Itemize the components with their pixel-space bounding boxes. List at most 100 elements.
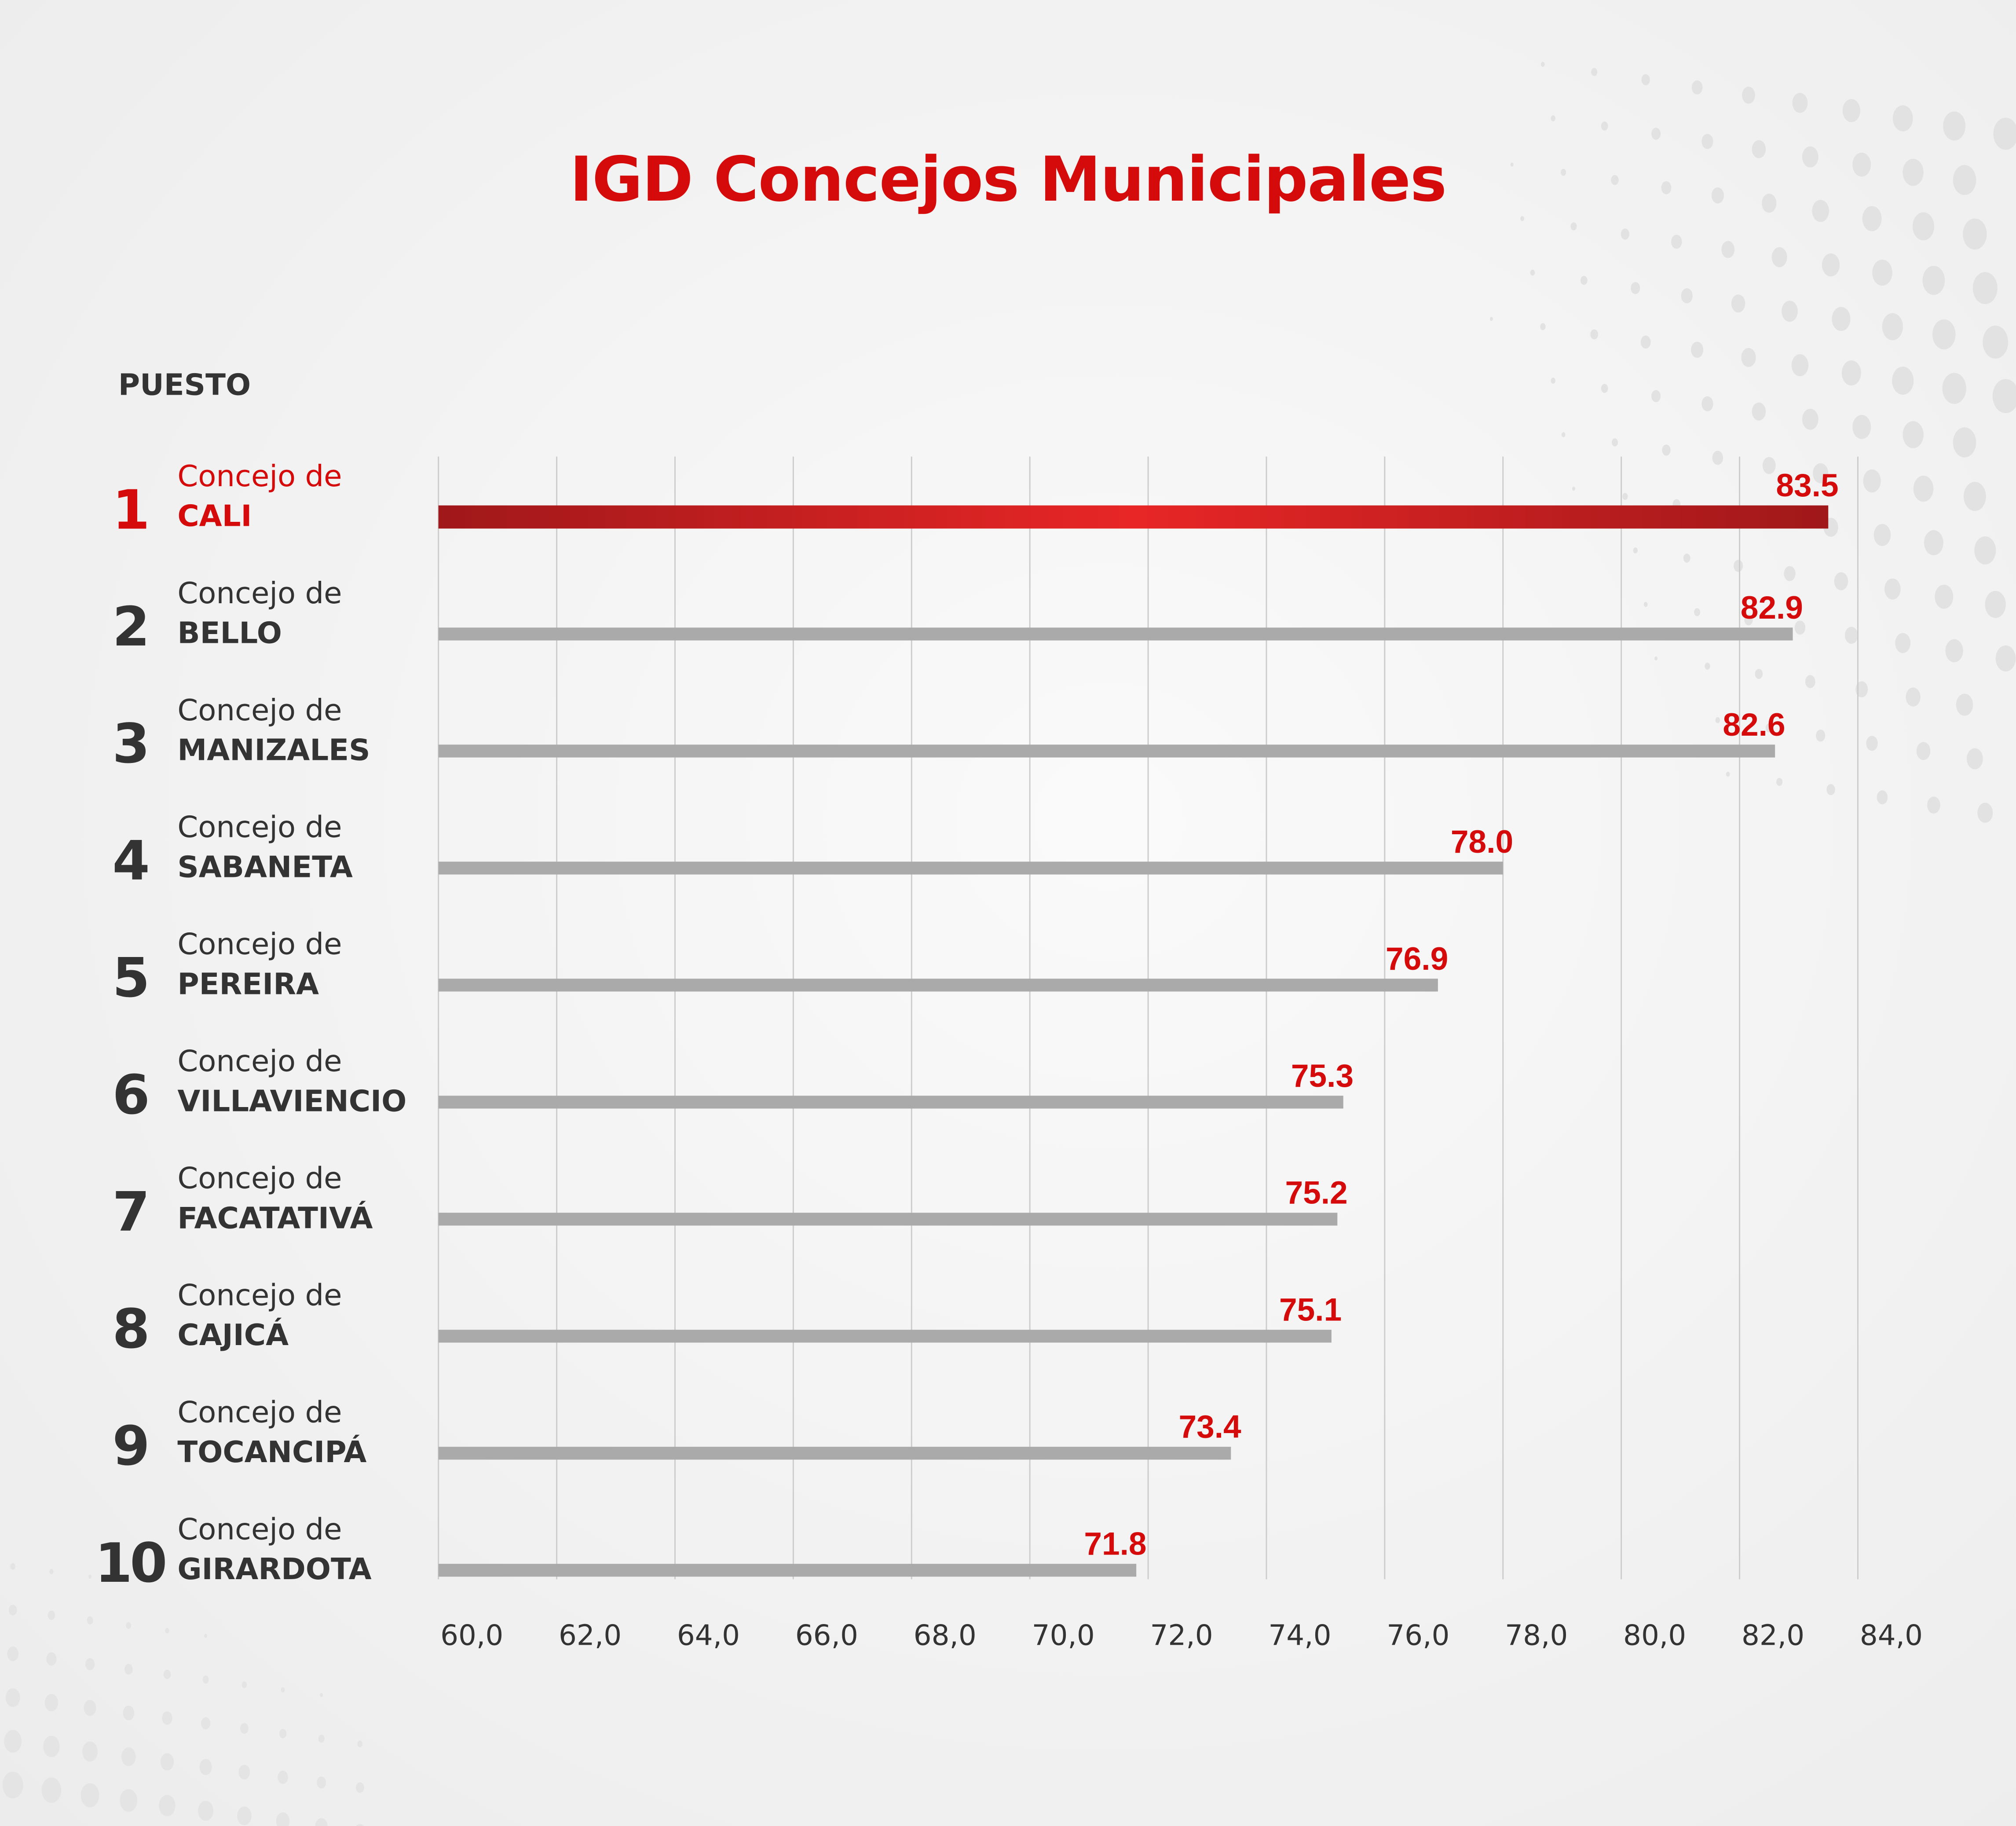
background-dot [1892, 105, 1913, 132]
category-prefix: Concejo de [177, 928, 342, 962]
background-dot [317, 1776, 326, 1789]
background-dot [1792, 93, 1808, 113]
background-dot [1884, 578, 1901, 600]
bar-villaviencio [438, 1096, 1343, 1109]
background-dot [1913, 476, 1934, 502]
background-dot [1631, 282, 1640, 294]
background-dot [241, 1681, 247, 1688]
background-dot [238, 1764, 250, 1780]
x-tick-label: 66,0 [795, 1619, 858, 1652]
background-dot [1842, 99, 1860, 122]
background-dot [1540, 62, 1545, 67]
background-dot [159, 1795, 176, 1816]
background-dot [1640, 335, 1651, 349]
category-name: CALI [177, 500, 252, 534]
background-dot [1561, 432, 1566, 437]
background-dot [1903, 421, 1924, 448]
x-tick-label: 80,0 [1623, 1619, 1686, 1652]
background-dot [1794, 620, 1806, 635]
background-dot [1922, 266, 1945, 295]
background-dot [201, 1717, 211, 1730]
bar-cali [438, 505, 1829, 529]
background-dot [1784, 566, 1796, 581]
background-dot [1731, 294, 1745, 313]
rank-number: 3 [112, 712, 150, 776]
background-dot [1765, 723, 1773, 733]
background-dot [1705, 663, 1710, 670]
background-dot [5, 1688, 20, 1707]
background-dot [120, 1789, 138, 1812]
background-dot [1572, 487, 1576, 491]
category-name: CAJICÁ [177, 1319, 289, 1353]
category-prefix: Concejo de [177, 577, 342, 611]
bar-facatativá [438, 1213, 1338, 1226]
category-prefix: Concejo de [177, 460, 342, 494]
background-dot [1953, 427, 1976, 458]
background-dot [1671, 235, 1682, 249]
background-dot [1822, 253, 1840, 277]
value-label: 75.2 [1285, 1175, 1347, 1211]
category-prefix: Concejo de [177, 694, 342, 728]
background-dot [1816, 730, 1826, 742]
background-dot [1813, 463, 1829, 484]
background-dot [49, 1569, 54, 1574]
background-dot [1560, 169, 1566, 176]
background-dot [1711, 187, 1724, 204]
background-dot [1662, 444, 1671, 456]
background-dot [1601, 121, 1608, 131]
category-prefix: Concejo de [177, 1280, 342, 1313]
background-dot [1633, 547, 1638, 554]
rank-number: 7 [112, 1181, 150, 1244]
background-dot [1570, 222, 1577, 231]
background-dot [1771, 247, 1787, 268]
background-dot [1927, 796, 1940, 814]
background-dot [1621, 228, 1630, 240]
value-label: 73.4 [1178, 1409, 1241, 1445]
background-dot [1983, 325, 2009, 359]
value-label: 82.6 [1723, 707, 1785, 743]
rank-number: 5 [112, 946, 150, 1010]
rank-number: 6 [112, 1063, 150, 1127]
background-dot [1691, 80, 1703, 95]
background-dot [1903, 158, 1924, 186]
x-tick-label: 64,0 [677, 1619, 740, 1652]
bar-manizales [438, 744, 1775, 758]
background-dot [1812, 200, 1829, 222]
background-dot [1591, 68, 1598, 76]
background-dot [1641, 74, 1650, 85]
value-label: 78.0 [1451, 824, 1513, 860]
background-dot [1892, 367, 1914, 395]
background-dot [123, 1705, 135, 1720]
value-label: 75.3 [1291, 1058, 1354, 1094]
background-dot [1993, 117, 2016, 150]
background-dot [1752, 402, 1766, 421]
background-dot [1945, 639, 1963, 663]
background-dot [318, 1734, 325, 1743]
x-tick-label: 76,0 [1387, 1619, 1449, 1652]
rank-number: 1 [112, 478, 150, 542]
background-dot [278, 1771, 288, 1784]
background-dot [1551, 115, 1556, 121]
background-dot [1802, 408, 1818, 430]
background-dot [1977, 803, 1993, 823]
category-prefix: Concejo de [177, 1514, 342, 1547]
background-dot [2, 1771, 23, 1799]
background-dot [162, 1711, 172, 1725]
background-dot [240, 1723, 249, 1734]
category-name: BELLO [177, 617, 282, 651]
background-dot [1762, 457, 1776, 474]
background-dot [1873, 524, 1891, 546]
background-dot [1540, 323, 1546, 330]
category-name: SABANETA [177, 851, 353, 885]
background-dot [1590, 329, 1599, 340]
x-tick-label: 60,0 [440, 1619, 503, 1652]
category-name: GIRARDOTA [177, 1553, 372, 1587]
background-dot [1580, 275, 1588, 285]
background-dot [1841, 360, 1861, 386]
background-dot [1974, 536, 1996, 565]
bar-cajicá [438, 1330, 1332, 1343]
background-dot [1872, 259, 1892, 286]
background-dot [1651, 390, 1661, 402]
